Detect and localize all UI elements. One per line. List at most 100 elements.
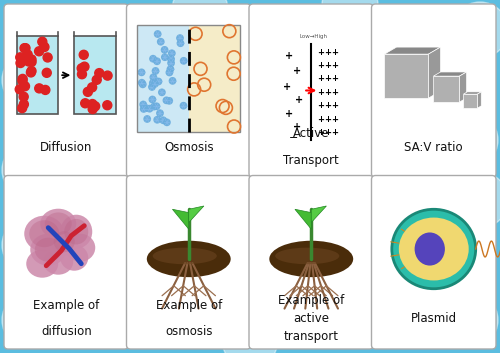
Polygon shape	[478, 92, 482, 108]
Circle shape	[2, 217, 58, 273]
Circle shape	[43, 53, 52, 62]
Text: active: active	[293, 312, 329, 325]
Polygon shape	[295, 209, 311, 229]
Ellipse shape	[270, 241, 353, 277]
Polygon shape	[460, 72, 466, 102]
Circle shape	[154, 116, 160, 123]
Text: Osmosis: Osmosis	[164, 140, 214, 154]
Text: +: +	[293, 66, 302, 76]
Circle shape	[20, 100, 28, 109]
Circle shape	[27, 55, 36, 64]
Circle shape	[78, 70, 86, 79]
Circle shape	[163, 97, 170, 103]
Ellipse shape	[60, 245, 88, 271]
Circle shape	[88, 100, 97, 108]
Circle shape	[27, 58, 36, 66]
Circle shape	[177, 35, 183, 41]
Ellipse shape	[392, 209, 475, 289]
Circle shape	[88, 83, 96, 92]
Circle shape	[40, 42, 49, 52]
Circle shape	[92, 75, 101, 84]
Circle shape	[18, 104, 26, 113]
Polygon shape	[434, 72, 466, 76]
FancyBboxPatch shape	[126, 175, 251, 349]
Ellipse shape	[54, 231, 75, 252]
Polygon shape	[464, 94, 477, 108]
Circle shape	[67, 27, 123, 83]
Text: +: +	[317, 101, 324, 110]
Text: +: +	[331, 101, 338, 110]
Text: Low→High: Low→High	[299, 34, 327, 40]
Circle shape	[16, 53, 25, 62]
Circle shape	[156, 78, 162, 85]
Circle shape	[20, 44, 29, 53]
Polygon shape	[311, 206, 326, 222]
Text: Active: Active	[293, 127, 330, 140]
Text: +: +	[317, 48, 324, 56]
Text: osmosis: osmosis	[165, 325, 212, 338]
Text: +: +	[324, 128, 331, 137]
Circle shape	[442, 112, 498, 168]
Circle shape	[222, 312, 278, 353]
Circle shape	[80, 62, 89, 71]
Text: Example of: Example of	[278, 294, 344, 307]
Circle shape	[15, 85, 24, 94]
Circle shape	[41, 85, 50, 95]
Circle shape	[146, 106, 153, 112]
Circle shape	[144, 116, 150, 122]
Circle shape	[84, 87, 92, 96]
Ellipse shape	[65, 234, 95, 262]
Circle shape	[180, 102, 186, 109]
Polygon shape	[428, 47, 440, 98]
Circle shape	[164, 119, 170, 126]
Circle shape	[90, 102, 100, 111]
Circle shape	[77, 64, 86, 73]
Text: +: +	[331, 48, 338, 56]
Ellipse shape	[60, 215, 92, 249]
Ellipse shape	[147, 241, 230, 277]
Circle shape	[2, 292, 58, 348]
Text: transport: transport	[284, 330, 339, 343]
Circle shape	[80, 99, 90, 108]
Circle shape	[158, 89, 165, 96]
Text: +: +	[324, 48, 331, 56]
Circle shape	[172, 0, 228, 38]
Circle shape	[67, 267, 123, 323]
Circle shape	[21, 44, 30, 53]
Text: +: +	[317, 115, 324, 124]
Text: +: +	[285, 51, 294, 61]
Text: Transport: Transport	[284, 154, 339, 167]
Text: +: +	[331, 88, 338, 97]
Ellipse shape	[399, 217, 468, 280]
Circle shape	[149, 84, 155, 90]
Text: Example of: Example of	[156, 299, 222, 312]
Circle shape	[2, 142, 58, 198]
Ellipse shape	[35, 238, 62, 262]
Circle shape	[167, 66, 173, 72]
Circle shape	[162, 47, 168, 53]
Circle shape	[138, 79, 145, 86]
Circle shape	[38, 37, 47, 46]
Ellipse shape	[24, 216, 64, 252]
Text: +: +	[324, 61, 331, 70]
Circle shape	[140, 106, 147, 112]
Text: −: −	[288, 132, 298, 143]
Circle shape	[168, 50, 175, 56]
Circle shape	[16, 59, 25, 67]
Text: SA:V ratio: SA:V ratio	[404, 140, 463, 154]
Ellipse shape	[26, 250, 58, 278]
Circle shape	[154, 58, 160, 65]
Circle shape	[19, 92, 28, 101]
Polygon shape	[172, 209, 189, 229]
Circle shape	[150, 80, 156, 86]
Ellipse shape	[64, 219, 88, 244]
Circle shape	[150, 74, 156, 80]
Circle shape	[27, 66, 36, 76]
Text: +: +	[317, 74, 324, 83]
Circle shape	[152, 68, 158, 74]
Text: +: +	[331, 115, 338, 124]
Text: diffusion: diffusion	[41, 325, 92, 338]
Polygon shape	[189, 206, 204, 222]
Circle shape	[422, 242, 478, 298]
Text: +: +	[293, 122, 302, 132]
